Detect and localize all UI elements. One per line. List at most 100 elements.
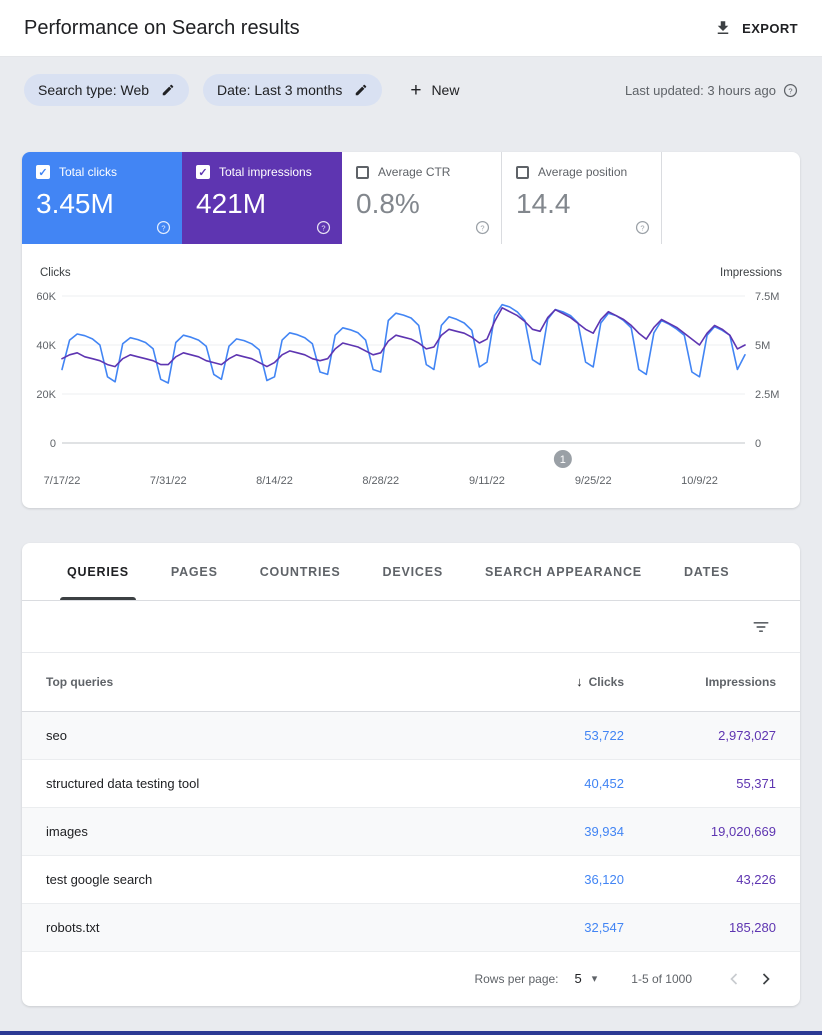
impressions-cell: 43,226	[625, 855, 800, 904]
svg-text:?: ?	[321, 223, 325, 232]
date-range-chip-label: Date: Last 3 months	[217, 82, 343, 98]
next-page-button[interactable]	[750, 963, 782, 995]
export-label: EXPORT	[742, 20, 798, 36]
column-header-top-queries[interactable]: Top queries	[22, 653, 475, 712]
plus-icon: +	[410, 79, 422, 101]
chart-card: ✓ Total clicks 3.45M ? ✓ Total impressio…	[22, 152, 800, 508]
tab-pages[interactable]: PAGES	[170, 564, 218, 579]
svg-text:10/9/22: 10/9/22	[681, 475, 718, 487]
metric-value-total-clicks: 3.45M	[36, 188, 114, 219]
metric-label: Total clicks	[59, 165, 118, 179]
svg-text:20K: 20K	[36, 389, 56, 401]
metric-tile-average-position[interactable]: Average position 14.4 ?	[502, 152, 662, 244]
svg-text:9/11/22: 9/11/22	[469, 475, 505, 487]
page-title: Performance on Search results	[24, 16, 300, 39]
query-cell: images	[22, 807, 475, 856]
tab-queries[interactable]: QUERIES	[46, 543, 150, 600]
table-header-row: Top queries ↓ Clicks Impressions	[22, 653, 800, 712]
query-cell: structured data testing tool	[22, 759, 475, 808]
metric-tile-total-impressions[interactable]: ✓ Total impressions 421M ?	[182, 152, 342, 244]
clicks-cell: 53,722	[475, 711, 625, 760]
filter-button[interactable]	[744, 610, 778, 644]
help-icon[interactable]: ?	[475, 220, 490, 235]
download-icon	[717, 21, 729, 34]
tab-bar: QUERIES PAGES COUNTRIES DEVICES SEARCH A…	[22, 543, 800, 601]
table-filter-row	[22, 601, 800, 653]
help-icon[interactable]: ?	[783, 83, 798, 98]
help-icon[interactable]: ?	[635, 220, 650, 235]
metric-tile-average-ctr[interactable]: Average CTR 0.8% ?	[342, 152, 502, 244]
svg-text:9/25/22: 9/25/22	[575, 475, 612, 487]
svg-text:7.5M: 7.5M	[755, 291, 779, 303]
metric-label: Average CTR	[378, 165, 451, 179]
rows-per-page-select[interactable]: 5 ▾	[575, 971, 598, 986]
sort-desc-icon: ↓	[576, 674, 583, 690]
svg-text:?: ?	[480, 223, 484, 232]
query-cell: robots.txt	[22, 903, 475, 952]
svg-text:5M: 5M	[755, 340, 770, 352]
svg-text:8/28/22: 8/28/22	[362, 475, 399, 487]
checkbox-checked-icon: ✓	[196, 165, 210, 179]
page-header: Performance on Search results EXPORT	[0, 0, 822, 57]
metric-value-average-position: 14.4	[516, 188, 571, 219]
impressions-cell: 55,371	[625, 759, 800, 808]
date-range-chip[interactable]: Date: Last 3 months	[203, 74, 383, 106]
svg-text:60K: 60K	[36, 291, 56, 303]
pagination-bar: Rows per page: 5 ▾ 1-5 of 1000	[22, 952, 800, 1006]
svg-text:2.5M: 2.5M	[755, 389, 779, 401]
table-row[interactable]: seo 53,722 2,973,027	[22, 711, 800, 760]
tab-devices[interactable]: DEVICES	[382, 564, 444, 579]
export-button[interactable]: EXPORT	[714, 19, 798, 37]
table-row[interactable]: structured data testing tool 40,452 55,3…	[22, 759, 800, 808]
svg-text:Clicks: Clicks	[40, 267, 71, 279]
svg-text:7/31/22: 7/31/22	[150, 475, 187, 487]
impressions-cell: 19,020,669	[625, 807, 800, 856]
clicks-cell: 36,120	[475, 855, 625, 904]
svg-text:1: 1	[560, 454, 566, 466]
table-card: QUERIES PAGES COUNTRIES DEVICES SEARCH A…	[22, 543, 800, 1006]
metric-label: Average position	[538, 165, 628, 179]
metric-tile-total-clicks[interactable]: ✓ Total clicks 3.45M ?	[22, 152, 182, 244]
metric-value-average-ctr: 0.8%	[356, 188, 420, 219]
chevron-right-icon	[762, 972, 770, 985]
prev-page-button[interactable]	[718, 963, 750, 995]
tab-dates[interactable]: DATES	[683, 564, 730, 579]
clicks-cell: 40,452	[475, 759, 625, 808]
filter-bar: Search type: Web Date: Last 3 months + N…	[0, 57, 822, 118]
svg-text:?: ?	[788, 86, 792, 95]
edit-pencil-icon	[162, 84, 174, 96]
table-row[interactable]: images 39,934 19,020,669	[22, 807, 800, 856]
svg-text:?: ?	[640, 223, 644, 232]
search-type-chip[interactable]: Search type: Web	[24, 74, 190, 106]
column-header-impressions[interactable]: Impressions	[625, 653, 800, 712]
checkbox-unchecked-icon	[516, 165, 529, 179]
column-header-clicks[interactable]: ↓ Clicks	[475, 653, 625, 712]
metric-value-total-impressions: 421M	[196, 188, 267, 219]
new-filter-button[interactable]: + New	[410, 81, 459, 100]
rows-per-page-label: Rows per page:	[474, 971, 559, 986]
queries-table: Top queries ↓ Clicks Impressions seo 53,7…	[22, 653, 800, 952]
svg-text:0: 0	[755, 438, 761, 450]
dropdown-caret-icon: ▾	[591, 973, 598, 985]
last-updated-text: Last updated: 3 hours ago ?	[625, 83, 798, 98]
clicks-cell: 39,934	[475, 807, 625, 856]
chevron-left-icon	[730, 972, 738, 985]
query-cell: seo	[22, 711, 475, 760]
pagination-range: 1-5 of 1000	[631, 971, 692, 986]
help-icon[interactable]: ?	[316, 220, 331, 235]
metric-tiles: ✓ Total clicks 3.45M ? ✓ Total impressio…	[22, 152, 800, 244]
svg-text:40K: 40K	[36, 340, 56, 352]
tab-countries[interactable]: COUNTRIES	[259, 564, 341, 579]
svg-text:8/14/22: 8/14/22	[256, 475, 293, 487]
search-type-chip-label: Search type: Web	[38, 82, 150, 98]
help-icon[interactable]: ?	[156, 220, 171, 235]
table-row[interactable]: robots.txt 32,547 185,280	[22, 903, 800, 952]
table-row[interactable]: test google search 36,120 43,226	[22, 855, 800, 904]
query-cell: test google search	[22, 855, 475, 904]
performance-chart[interactable]: 0 0 20K 2.5M 40K 5M 60K 7.5M Clicks Impressions 7/…	[22, 244, 800, 508]
tab-search-appearance[interactable]: SEARCH APPEARANCE	[485, 564, 642, 579]
checkbox-unchecked-icon	[356, 165, 369, 179]
edit-pencil-icon	[356, 84, 367, 96]
checkbox-checked-icon: ✓	[36, 165, 50, 179]
